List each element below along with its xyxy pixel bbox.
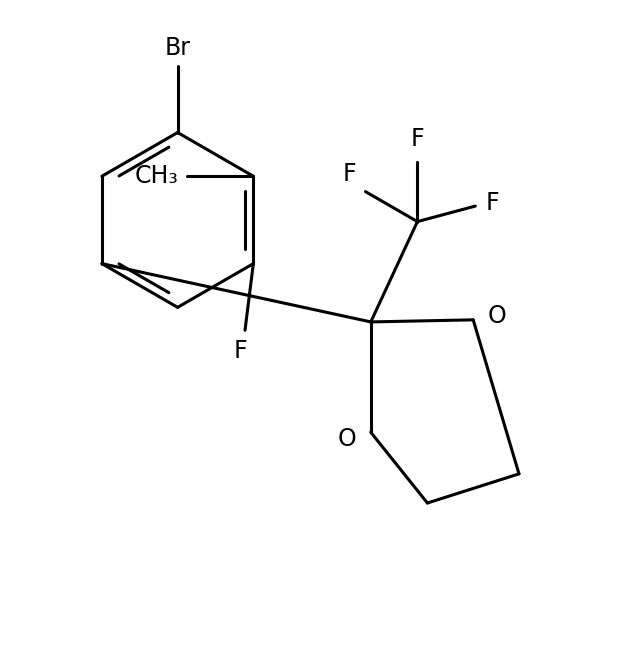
Text: F: F	[234, 338, 248, 363]
Text: O: O	[338, 427, 357, 451]
Text: F: F	[343, 162, 356, 186]
Text: F: F	[486, 191, 500, 215]
Text: F: F	[411, 127, 424, 151]
Text: Br: Br	[164, 36, 191, 60]
Text: CH₃: CH₃	[135, 164, 178, 188]
Text: O: O	[488, 304, 506, 328]
